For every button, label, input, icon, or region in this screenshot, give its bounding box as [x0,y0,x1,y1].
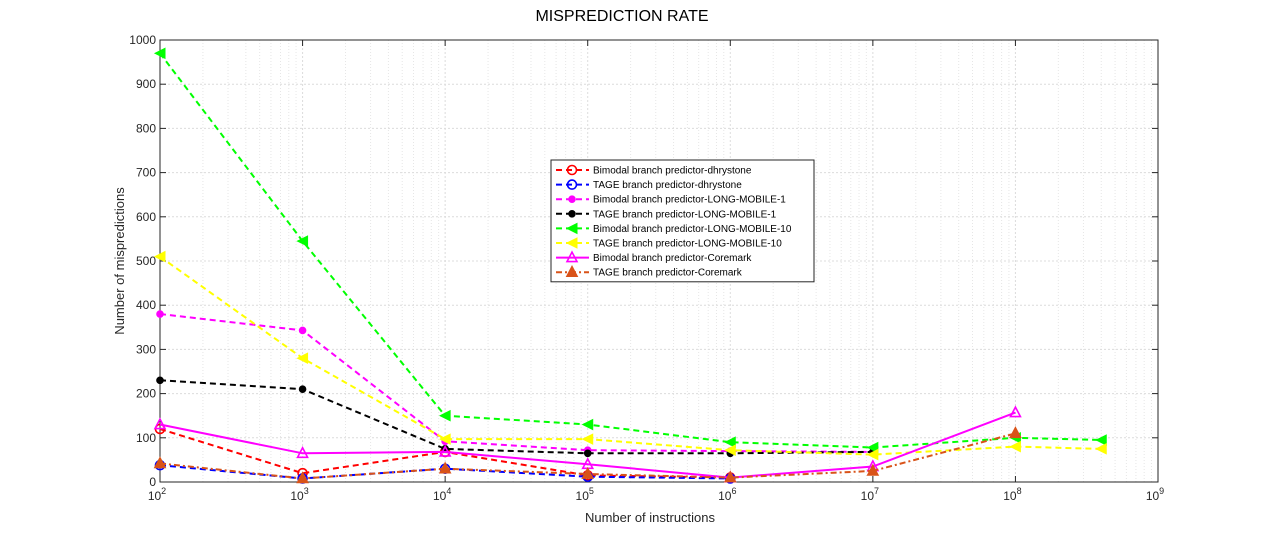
data-point [581,466,595,479]
series [153,47,1107,484]
data-point [298,326,307,335]
legend-label: TAGE branch predictor-LONG-MOBILE-10 [593,239,782,250]
series-3 [156,310,877,456]
legend-label: Bimodal branch predictor-Coremark [593,253,752,264]
y-tick-label: 200 [136,387,156,401]
legend-entry: Bimodal branch predictor-Coremark [556,250,752,264]
data-point [1095,443,1107,455]
x-tick-exponent: 8 [1017,486,1022,496]
x-tick-label: 108 [1003,486,1021,503]
series-5 [153,47,1107,454]
legend-entry: Bimodal branch predictor-LONG-MOBILE-10 [556,222,792,235]
x-tick-label: 103 [290,486,308,503]
data-point [438,461,452,474]
data-point [581,433,594,445]
legend-entry: TAGE branch predictor-Coremark [556,264,743,279]
legend-label: Bimodal branch predictor-LONG-MOBILE-10 [593,224,792,235]
y-tick-label: 600 [136,210,156,224]
legend-marker [566,179,578,190]
data-point [153,417,167,430]
x-tick-exponent: 6 [731,486,736,496]
legend-marker [566,164,578,176]
x-tick-label: 106 [718,486,736,503]
x-tick-exponent: 5 [589,486,594,496]
data-point [296,471,309,484]
y-tick-label: 800 [136,121,156,135]
legend-label: Bimodal branch predictor-LONG-MOBILE-1 [593,195,786,206]
x-tick-label: 104 [433,486,451,503]
data-point [866,463,880,476]
legend-box [550,159,815,283]
x-tick-label: 107 [861,486,879,503]
data-point [156,376,164,385]
series-line [159,379,873,455]
data-point [156,310,164,318]
data-point [298,385,307,393]
x-tick-label: 109 [1146,486,1164,503]
x-tick-exponent: 9 [1159,486,1164,496]
y-tick-label: 700 [136,166,156,180]
data-point [439,409,451,422]
series-line [159,255,1102,456]
data-point [723,470,737,483]
legend-marker [565,250,579,263]
x-axis-title: Number of instructions [585,510,716,525]
legend-marker [568,195,576,203]
data-point [296,446,309,459]
series-line [159,52,1102,449]
x-tick-exponent: 4 [446,486,451,496]
data-point [866,448,879,461]
legend-label: TAGE branch predictor-LONG-MOBILE-1 [593,209,777,220]
legend-entry: Bimodal branch predictor-dhrystone [556,164,752,177]
data-point [153,250,166,263]
legend-label: TAGE branch predictor-Coremark [593,268,743,279]
data-point [438,444,452,457]
data-point [296,235,309,247]
legend: Bimodal branch predictor-dhrystone TAGE b… [550,159,815,283]
y-tick-label: 1000 [129,33,156,47]
y-tick-label: 300 [136,342,156,356]
y-tick-label: 400 [136,298,156,312]
legend-marker [568,210,576,218]
chart-title: MISPREDICTION RATE [535,8,708,25]
series-8 [153,426,1022,484]
legend-entry: TAGE branch predictor-LONG-MOBILE-10 [556,237,782,250]
legend-marker [565,222,578,235]
x-tick-exponent: 2 [161,486,166,496]
data-point [866,441,879,454]
legend-entry: TAGE branch predictor-LONG-MOBILE-1 [556,209,777,220]
legend-entry: TAGE branch predictor-dhrystone [556,179,742,191]
data-point [153,47,166,60]
y-tick-label: 100 [136,431,156,445]
series-line [159,313,873,453]
y-tick-label: 500 [136,254,156,268]
data-point [1009,405,1022,418]
y-tick-label: 900 [136,77,156,91]
data-point [1009,426,1022,439]
series-6 [153,250,1107,461]
data-point [724,436,736,449]
data-point [724,444,736,456]
legend-label: Bimodal branch predictor-dhrystone [593,166,752,177]
series-line [159,464,731,480]
legend-label: TAGE branch predictor-dhrystone [593,180,742,191]
x-tick-exponent: 3 [304,486,309,496]
legend-marker [565,264,579,278]
data-point [1009,440,1021,453]
x-tick-exponent: 7 [874,486,879,496]
x-tick-label: 105 [576,486,594,503]
data-point [439,433,451,445]
legend-marker [565,237,578,249]
data-point [153,456,167,469]
data-point [583,449,592,458]
y-tick-label: 0 [149,475,156,489]
data-point [1095,434,1107,446]
legend-entry: Bimodal branch predictor-LONG-MOBILE-1 [556,195,786,206]
data-point [296,352,309,365]
y-axis-title: Number of mispredictions [112,187,127,335]
data-point [581,418,594,431]
